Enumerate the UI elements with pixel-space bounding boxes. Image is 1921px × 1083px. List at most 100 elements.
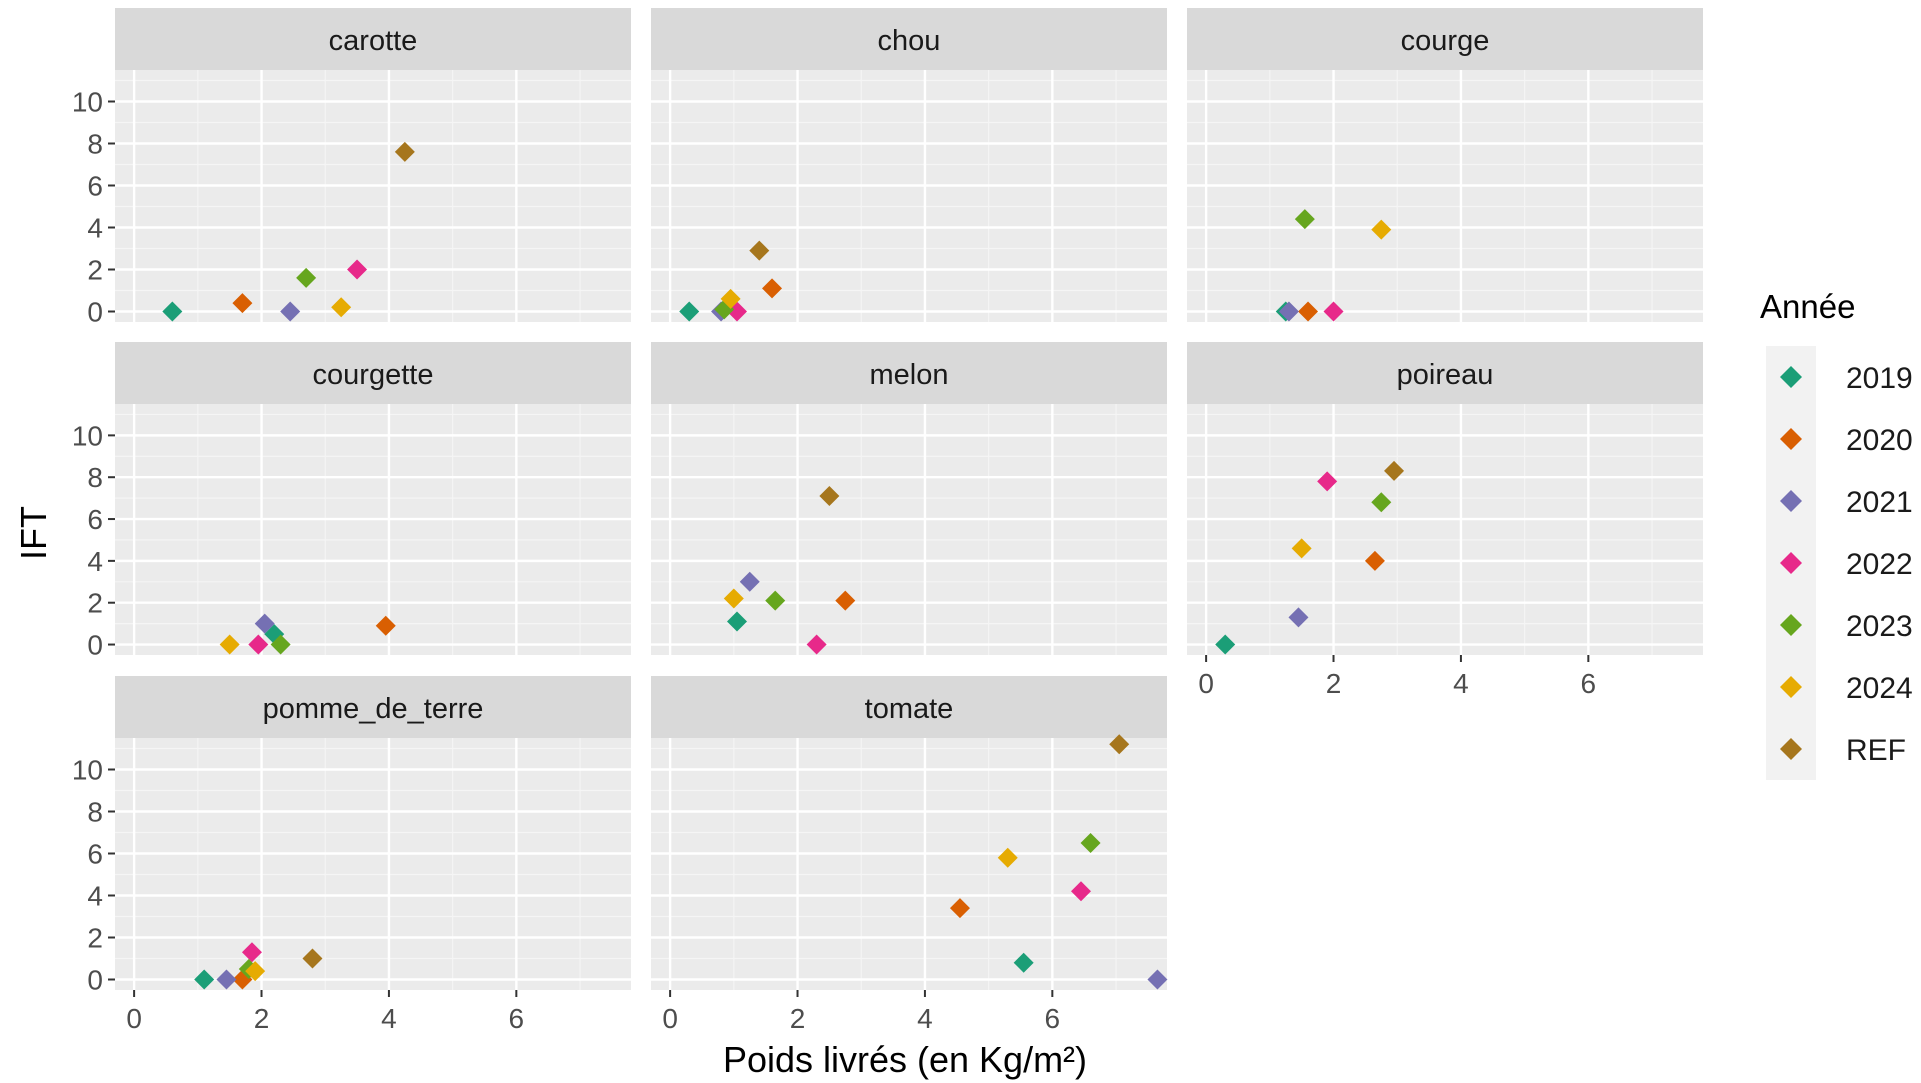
facet-strip — [651, 676, 1167, 738]
data-point-2020 — [1298, 301, 1319, 322]
data-point-2019 — [162, 301, 183, 322]
y-tick-label: 2 — [87, 588, 103, 619]
data-point-2020 — [835, 590, 856, 611]
data-point-2022 — [1071, 881, 1091, 902]
panel-background — [651, 70, 1167, 322]
data-point-2019 — [727, 611, 747, 632]
data-point-REF — [819, 486, 840, 507]
data-point-REF — [302, 948, 323, 969]
y-tick-label: 0 — [87, 965, 103, 996]
data-point-2020 — [949, 898, 970, 919]
data-point-2023 — [765, 590, 786, 611]
data-point-2022 — [1323, 301, 1344, 322]
data-point-2019 — [679, 301, 700, 322]
y-tick-label: 10 — [72, 755, 103, 786]
legend-label: 2023 — [1846, 610, 1913, 643]
panel-background — [115, 404, 631, 655]
panel-background — [651, 738, 1167, 990]
panel-background — [1187, 404, 1703, 655]
facet-strip — [115, 676, 631, 738]
data-point-2020 — [1364, 550, 1385, 571]
data-point-2024 — [997, 847, 1018, 868]
x-axis-title: Poids livrés (en Kg/m²) — [723, 1039, 1087, 1080]
facet-courge: courge — [1187, 8, 1703, 322]
data-point-2021 — [739, 571, 760, 592]
y-tick-label: 10 — [72, 87, 103, 118]
facet-strip-label: tomate — [865, 693, 954, 725]
axes: 0 2 4 6 8 10 0 2 4 6 8 10 0 2 4 6 0 2 4 6 8 10 0 2 4 6 0 2 4 6 — [72, 87, 1596, 1035]
x-tick-label: 4 — [1453, 668, 1469, 699]
data-point-2024 — [245, 961, 266, 982]
data-point-2019 — [1215, 634, 1236, 655]
y-tick-label: 2 — [87, 255, 103, 286]
legend-key-2024 — [1780, 676, 1802, 698]
facet-strip — [1187, 342, 1703, 404]
facet-strip — [1187, 8, 1703, 70]
facet-strip — [115, 342, 631, 404]
data-point-REF — [394, 141, 415, 162]
legend-label: REF — [1846, 734, 1906, 767]
y-tick-label: 6 — [87, 839, 103, 870]
facet-strip-label: melon — [870, 359, 949, 391]
y-tick-label: 2 — [87, 923, 103, 954]
data-point-2022 — [347, 259, 368, 280]
y-tick-label: 6 — [87, 171, 103, 202]
panel-background — [115, 738, 631, 990]
y-tick-label: 4 — [87, 881, 103, 912]
panel-background — [651, 404, 1167, 655]
y-tick-label: 0 — [87, 297, 103, 328]
data-point-2023 — [296, 267, 317, 288]
x-tick-label: 0 — [662, 1003, 678, 1034]
data-point-2022 — [241, 942, 262, 963]
facet-pomme_de_terre: pomme_de_terre — [115, 676, 631, 990]
data-point-2019 — [194, 969, 215, 990]
data-point-2022 — [248, 634, 269, 655]
legend-key-2019 — [1780, 366, 1802, 388]
data-point-2021 — [280, 301, 301, 322]
data-point-2021 — [216, 969, 237, 990]
panel-background — [115, 70, 631, 322]
legend: Année 2019 2020 2021 2022 2023 2024 REF — [1760, 288, 1913, 780]
data-point-2023 — [1080, 833, 1101, 853]
data-point-2022 — [806, 634, 827, 655]
data-point-REF — [749, 240, 770, 261]
x-tick-label: 0 — [1198, 668, 1214, 699]
data-point-REF — [1109, 734, 1130, 755]
facet-strip — [651, 342, 1167, 404]
facet-melon: melon — [651, 342, 1167, 655]
facet-chou: chou — [651, 8, 1167, 322]
x-tick-label: 4 — [381, 1003, 397, 1034]
facet-strip — [115, 8, 631, 70]
data-point-2024 — [1291, 538, 1312, 559]
data-point-2021 — [1278, 301, 1299, 322]
legend-label: 2020 — [1846, 424, 1913, 457]
facet-tomate: tomate — [651, 676, 1168, 990]
data-point-2020 — [762, 278, 783, 299]
legend-key-2021 — [1780, 490, 1802, 512]
legend-key-2022 — [1780, 552, 1802, 574]
legend-key-2020 — [1780, 428, 1802, 450]
x-tick-label: 6 — [1045, 1003, 1061, 1034]
data-point-2024 — [331, 297, 352, 318]
facet-strip-label: chou — [878, 25, 941, 57]
legend-label: 2019 — [1846, 362, 1913, 395]
data-point-2021 — [1147, 969, 1168, 990]
y-axis-title: IFT — [13, 506, 54, 560]
data-point-2024 — [219, 634, 240, 655]
facet-strip-label: poireau — [1397, 359, 1494, 391]
y-tick-label: 8 — [87, 129, 103, 160]
facet-poireau: poireau — [1187, 342, 1703, 655]
legend-key-2023 — [1780, 614, 1802, 636]
data-point-2022 — [1317, 471, 1338, 492]
data-point-2023 — [1294, 209, 1315, 230]
y-tick-label: 4 — [87, 213, 103, 244]
y-tick-label: 6 — [87, 504, 103, 535]
data-point-2024 — [1371, 219, 1392, 240]
facet-strip — [651, 8, 1167, 70]
facet-strip-label: carotte — [329, 25, 418, 57]
y-tick-label: 10 — [72, 420, 103, 451]
data-point-2023 — [270, 634, 291, 655]
facet-carotte: carotte — [115, 8, 631, 322]
facet-strip-label: courgette — [313, 359, 434, 391]
legend-label: 2024 — [1846, 672, 1913, 705]
